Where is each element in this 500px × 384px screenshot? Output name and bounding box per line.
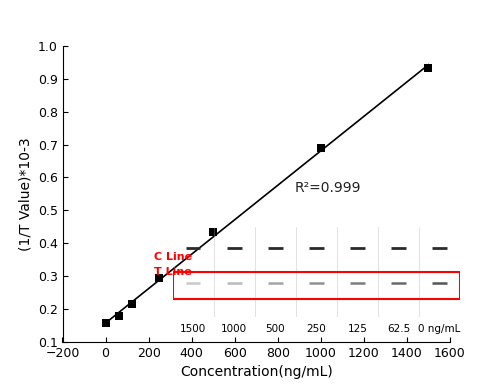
Point bbox=[424, 65, 432, 71]
Text: 1000: 1000 bbox=[221, 324, 247, 334]
X-axis label: Concentration(ng/mL): Concentration(ng/mL) bbox=[180, 365, 332, 379]
Point bbox=[156, 275, 164, 281]
Point bbox=[102, 320, 110, 326]
Y-axis label: (1/T Value)*10-3: (1/T Value)*10-3 bbox=[18, 137, 32, 251]
Text: 500: 500 bbox=[266, 324, 285, 334]
Text: T Line: T Line bbox=[154, 267, 192, 277]
Point bbox=[317, 144, 325, 151]
Text: 250: 250 bbox=[306, 324, 326, 334]
Text: 0 ng/mL: 0 ng/mL bbox=[418, 324, 461, 334]
Text: C Line: C Line bbox=[154, 253, 192, 263]
Text: 125: 125 bbox=[348, 324, 368, 334]
Text: 1500: 1500 bbox=[180, 324, 206, 334]
Bar bbox=[172, 272, 460, 299]
Point bbox=[209, 229, 217, 235]
Point bbox=[115, 313, 123, 319]
Point bbox=[128, 301, 136, 307]
Text: R²=0.999: R²=0.999 bbox=[295, 181, 362, 195]
Text: 62.5: 62.5 bbox=[387, 324, 410, 334]
